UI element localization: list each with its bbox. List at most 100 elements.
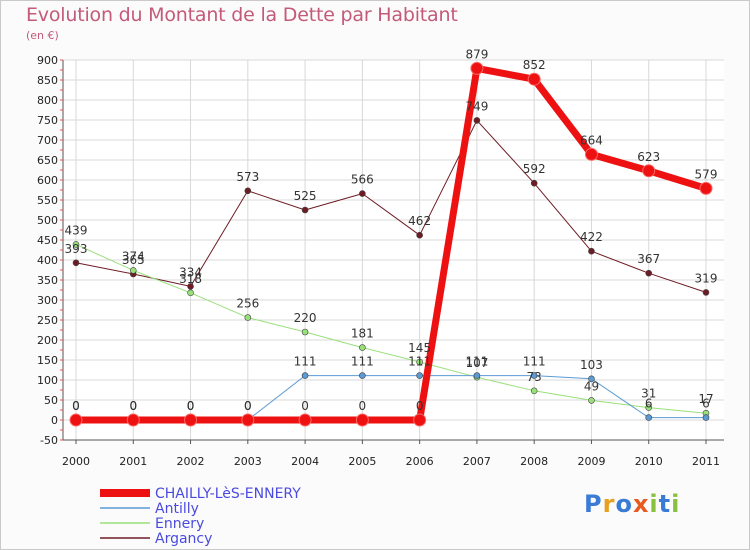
y-tick-label: 600 xyxy=(37,174,58,187)
data-point xyxy=(702,414,710,421)
y-tick-label: 50 xyxy=(44,394,58,407)
data-point xyxy=(359,190,366,197)
data-point xyxy=(241,413,255,427)
x-tick-label: 2007 xyxy=(463,455,491,468)
data-point xyxy=(298,413,312,427)
data-label: 334 xyxy=(179,265,202,279)
y-tick-label: 700 xyxy=(37,134,58,147)
series-line xyxy=(75,119,707,293)
data-label: 879 xyxy=(465,47,488,61)
legend-label: CHAILLY-LèS-ENNERY xyxy=(155,486,301,502)
data-point xyxy=(355,413,369,427)
data-label: 367 xyxy=(637,252,660,266)
y-tick-label: 650 xyxy=(37,154,58,167)
y-tick-label: 150 xyxy=(37,354,58,367)
data-point xyxy=(301,372,309,379)
data-label: 393 xyxy=(65,242,88,256)
data-label: 6 xyxy=(645,397,653,411)
data-point xyxy=(187,283,194,290)
series-line xyxy=(72,64,710,424)
data-label: 111 xyxy=(351,355,374,369)
data-point xyxy=(244,314,252,321)
data-label: 107 xyxy=(465,356,488,370)
data-label: 0 xyxy=(244,399,252,413)
y-tick-label: 750 xyxy=(37,114,58,127)
data-label: 0 xyxy=(187,399,195,413)
data-label: 0 xyxy=(72,399,80,413)
y-tick-label: 550 xyxy=(37,194,58,207)
data-label: 374 xyxy=(122,249,145,263)
data-point xyxy=(530,372,538,379)
data-label: 525 xyxy=(294,189,317,203)
legend-label: Argancy xyxy=(155,531,212,547)
data-point xyxy=(702,289,710,296)
chart-title: Evolution du Montant de la Dette par Hab… xyxy=(26,4,458,26)
data-label: 181 xyxy=(351,327,374,341)
logo-letter: r xyxy=(602,490,616,518)
data-label: 49 xyxy=(584,379,599,393)
y-tick-label: 450 xyxy=(37,234,58,247)
data-point xyxy=(413,413,427,427)
legend-label: Ennery xyxy=(155,516,204,532)
data-label: 0 xyxy=(359,399,367,413)
logo-letter: i xyxy=(649,490,659,518)
data-label: 111 xyxy=(294,355,317,369)
data-point xyxy=(588,247,595,255)
data-label: 579 xyxy=(695,167,718,181)
logo-letter: t xyxy=(658,490,672,518)
data-label: 0 xyxy=(129,399,137,413)
data-point xyxy=(187,289,194,297)
data-point xyxy=(69,413,83,427)
data-label: 111 xyxy=(523,355,546,369)
data-label: 439 xyxy=(65,223,88,237)
x-tick-label: 2001 xyxy=(119,455,147,468)
data-point xyxy=(416,358,423,366)
data-point xyxy=(184,413,198,427)
series-points xyxy=(69,61,713,427)
data-label: 0 xyxy=(416,399,424,413)
x-axis: 2000 2001 2002 2003 2004 2005 2006 2007 2008 2009… xyxy=(62,440,720,468)
data-label: 6 xyxy=(702,397,710,411)
data-point xyxy=(530,179,538,187)
x-tick-label: 2011 xyxy=(692,455,720,468)
data-label: 73 xyxy=(527,370,542,384)
data-point xyxy=(72,259,80,267)
data-point xyxy=(588,397,595,404)
x-tick-label: 2002 xyxy=(177,455,205,468)
series-line xyxy=(75,243,707,414)
y-tick-label: 100 xyxy=(37,374,58,387)
y-tick-label: -50 xyxy=(40,434,58,447)
x-tick-label: 2003 xyxy=(234,455,262,468)
grid xyxy=(60,59,724,441)
series-lines xyxy=(72,64,710,424)
data-label: 145 xyxy=(408,341,431,355)
data-point xyxy=(244,187,252,195)
logo-letter: P xyxy=(584,490,603,518)
data-point xyxy=(584,147,598,161)
logo-letter: x xyxy=(632,490,650,518)
y-axis: -50 0 50 100 150 200 250 300 350 400 450 500 550 600 6… xyxy=(37,54,58,447)
data-label: 0 xyxy=(187,399,195,413)
data-point xyxy=(301,328,309,336)
data-point xyxy=(359,372,366,379)
data-label: 256 xyxy=(236,297,259,311)
y-tick-label: 800 xyxy=(37,94,58,107)
data-label: 365 xyxy=(122,253,145,267)
data-label: 318 xyxy=(179,272,202,286)
x-tick-label: 2000 xyxy=(62,455,90,468)
data-point xyxy=(527,72,541,86)
y-tick-label: 850 xyxy=(37,74,58,87)
data-point xyxy=(416,231,423,239)
data-label: 111 xyxy=(408,355,431,369)
x-tick-label: 2005 xyxy=(348,455,376,468)
data-label: 664 xyxy=(580,133,603,147)
data-point xyxy=(645,414,653,421)
proxiti-logo: Proxiti xyxy=(584,490,680,518)
x-tick-label: 2010 xyxy=(635,455,663,468)
data-point xyxy=(126,413,140,427)
data-point xyxy=(473,372,481,379)
y-tick-label: 250 xyxy=(37,314,58,327)
data-label: 17 xyxy=(698,392,713,406)
y-tick-label: 350 xyxy=(37,274,58,287)
